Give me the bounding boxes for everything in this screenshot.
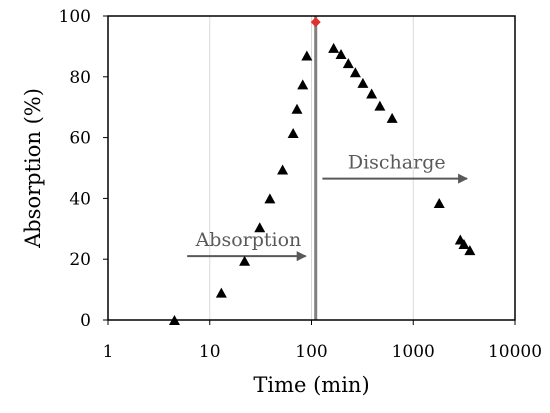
- data-points: [168, 42, 476, 325]
- annotation-label: Discharge: [348, 152, 446, 174]
- x-axis-title: Time (min): [253, 373, 369, 397]
- data-point-triangle: [264, 193, 276, 204]
- x-tick-label: 1000: [392, 342, 435, 362]
- data-point-triangle: [374, 100, 386, 111]
- data-point-triangle: [349, 67, 361, 78]
- y-tick-label: 0: [80, 311, 91, 331]
- data-point-triangle: [301, 50, 313, 61]
- data-point-triangle: [287, 128, 299, 139]
- data-point-triangle: [291, 103, 303, 114]
- y-tick-label: 100: [59, 7, 91, 27]
- x-tick-label: 1: [103, 342, 114, 362]
- data-point-triangle: [366, 88, 378, 99]
- y-tick-label: 80: [69, 68, 91, 88]
- data-point-triangle: [342, 58, 354, 69]
- data-point-triangle: [328, 42, 340, 53]
- peak-marker-group: [310, 17, 321, 28]
- data-point-triangle: [386, 112, 398, 123]
- data-point-triangle: [458, 239, 470, 249]
- x-tick-label: 10000: [488, 342, 542, 362]
- data-point-triangle: [215, 287, 227, 298]
- y-tick-label: 40: [69, 189, 91, 209]
- data-point-triangle: [297, 79, 309, 90]
- y-tick-label: 60: [69, 129, 91, 149]
- annotations: Absorption Discharge: [187, 152, 469, 262]
- annotation-label: Absorption: [195, 229, 302, 251]
- data-point-triangle: [254, 222, 266, 233]
- x-tick-label: 100: [295, 342, 327, 362]
- x-axis-ticks: 1 10 100 1000 10000: [103, 320, 542, 362]
- vertical-gridlines: [209, 16, 414, 320]
- data-point-triangle: [464, 245, 476, 256]
- data-point-triangle: [239, 255, 251, 266]
- y-tick-label: 20: [69, 250, 91, 270]
- data-point-triangle: [433, 197, 445, 208]
- y-axis-ticks: 0 20 40 60 80 100: [59, 7, 108, 331]
- data-point-triangle: [277, 164, 289, 175]
- peak-diamond-marker: [310, 17, 321, 28]
- data-point-triangle: [335, 49, 347, 59]
- data-point-triangle: [357, 77, 369, 88]
- x-tick-label: 10: [199, 342, 221, 362]
- y-axis-title: Absorption (%): [21, 88, 45, 249]
